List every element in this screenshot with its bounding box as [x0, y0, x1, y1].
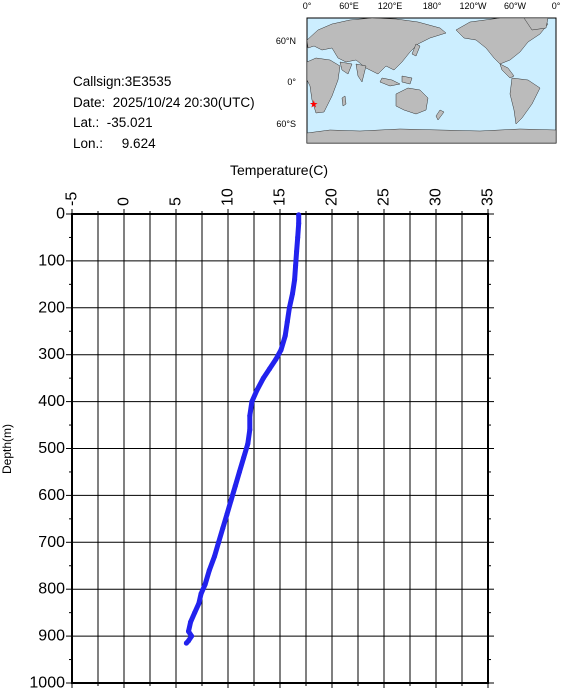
data-point	[245, 441, 251, 447]
data-point	[206, 567, 212, 573]
date-value: 2025/10/24 20:30(UTC)	[112, 94, 255, 110]
y-tick-label: 600	[38, 487, 65, 504]
data-point	[295, 234, 301, 240]
x-tick-label: 30	[428, 188, 445, 206]
y-tick-label: 200	[38, 299, 65, 316]
data-point	[189, 633, 195, 639]
data-point	[254, 387, 260, 393]
data-point	[267, 366, 273, 372]
x-tick-label: 15	[272, 188, 289, 206]
data-point	[241, 455, 247, 461]
data-point	[228, 497, 234, 503]
y-tick-label: 1000	[29, 675, 65, 690]
map-lat-label-60s: 60°S	[276, 119, 296, 129]
data-point	[290, 291, 295, 297]
x-tick-label: 0	[116, 197, 133, 206]
callsign-row: Callsign:3E3535	[73, 72, 255, 93]
series-line	[183, 212, 302, 646]
y-tick-label: 100	[38, 252, 65, 269]
map-lat-labels: 60°N 0° 60°S	[276, 36, 297, 129]
lon-label: Lon.:	[73, 135, 104, 151]
lon-row: Lon.: 9.624	[73, 134, 255, 155]
y-tick-label: 0	[56, 206, 65, 223]
map-lon-label-0-right: 0°	[552, 1, 561, 11]
data-point	[293, 263, 299, 269]
callsign-label: Callsign:	[73, 74, 125, 89]
map-land	[307, 18, 556, 143]
data-point	[186, 628, 191, 634]
map-top-labels: 0° 60°E 120°E 180° 120°W 60°W 0°	[303, 1, 561, 11]
y-tick-label: 900	[38, 628, 65, 645]
data-point	[202, 582, 208, 587]
data-point	[278, 347, 284, 353]
y-axis: 0 100 200 300 400 500 600 700 800 900 1000	[29, 206, 494, 690]
x-tick-label: 5	[168, 197, 185, 206]
x-axis-label: Temperature(C)	[230, 162, 328, 178]
x-tick-label: 10	[220, 188, 237, 206]
callsign-value: 3E3535	[124, 74, 172, 89]
series-layer	[183, 212, 302, 646]
data-point	[292, 277, 298, 283]
data-point	[196, 600, 202, 606]
date-row: Date: 2025/10/24 20:30(UTC)	[73, 93, 255, 114]
data-point	[296, 212, 302, 218]
data-point	[220, 525, 226, 531]
lat-label: Lat.:	[73, 115, 100, 130]
x-axis: -5 0 5 10 15 20 25 30 35	[64, 188, 497, 688]
world-map: 0° 60°E 120°E 180° 120°W 60°W 0° 60°N 0°…	[276, 1, 561, 144]
data-point	[188, 619, 194, 625]
data-point	[249, 399, 255, 405]
map-lon-label-60e: 60°E	[339, 1, 359, 11]
data-point	[273, 356, 279, 362]
lat-row: Lat.: -35.021	[73, 113, 255, 134]
data-point	[192, 610, 198, 616]
data-point	[282, 333, 288, 339]
y-axis-label: Depth(m)	[0, 424, 14, 474]
x-tick-label: 20	[324, 188, 341, 206]
y-tick-label: 500	[38, 440, 65, 457]
data-point	[247, 413, 253, 419]
y-tick-label: 400	[38, 393, 65, 410]
map-lat-label-60n: 60°N	[276, 36, 296, 46]
data-point	[216, 539, 222, 545]
map-lon-label-120w: 120°W	[459, 1, 487, 11]
map-lon-label-180: 180°	[423, 1, 442, 11]
data-point	[286, 305, 292, 311]
data-point	[284, 319, 290, 325]
map-lon-label-60w: 60°W	[504, 1, 527, 11]
x-tick-label: 25	[376, 188, 393, 206]
data-point	[212, 553, 217, 559]
date-label: Date:	[73, 94, 106, 110]
data-point	[247, 427, 253, 433]
data-point	[296, 220, 302, 226]
map-lon-label-120e: 120°E	[378, 1, 403, 11]
y-tick-label: 700	[38, 534, 65, 551]
y-tick-label: 300	[38, 346, 65, 363]
lat-value: -35.021	[106, 115, 153, 130]
y-tick-label: 800	[38, 581, 65, 598]
station-info: Callsign:3E3535 Date: 2025/10/24 20:30(U…	[73, 72, 255, 154]
data-point	[232, 483, 238, 489]
data-point	[183, 640, 189, 646]
map-lat-label-0: 0°	[287, 77, 296, 87]
map-lon-label-0: 0°	[303, 1, 312, 11]
x-tick-label: -5	[64, 192, 81, 206]
x-tick-label: 35	[480, 188, 497, 206]
station-marker-icon: ★	[309, 99, 318, 110]
data-point	[294, 249, 300, 254]
chart-grid	[72, 214, 488, 683]
lon-value: 9.624	[121, 135, 156, 151]
data-point	[198, 591, 204, 597]
data-point	[236, 469, 242, 475]
data-point	[260, 375, 266, 381]
data-point	[224, 511, 230, 517]
